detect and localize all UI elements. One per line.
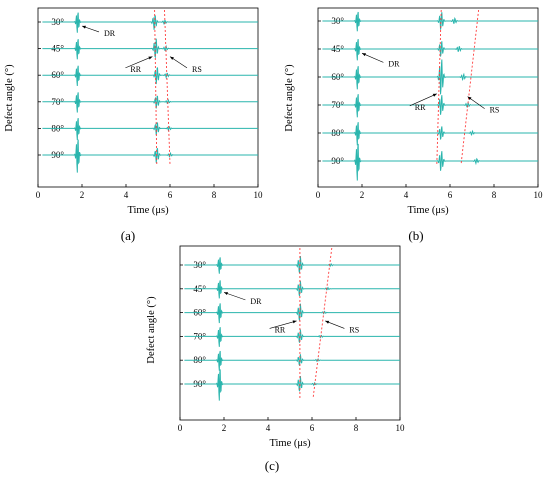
waveform-series bbox=[184, 280, 400, 299]
plot-frame bbox=[179, 245, 401, 421]
x-axis-title: Time (μs) bbox=[407, 205, 449, 216]
waveform-series bbox=[184, 350, 400, 371]
waveform-series bbox=[322, 143, 538, 181]
arrow-head bbox=[148, 56, 153, 60]
waveform-series bbox=[42, 12, 258, 33]
guide-line bbox=[460, 9, 480, 166]
arrow-head bbox=[362, 53, 366, 57]
panel-label: (a) bbox=[121, 228, 135, 243]
waveform-series bbox=[322, 11, 538, 32]
x-tick-label: 10 bbox=[396, 423, 406, 433]
annotation-label: RS bbox=[490, 106, 500, 115]
y-axis-title: Defect angle (°) bbox=[284, 64, 295, 132]
waveform-series bbox=[322, 94, 538, 118]
waveform-series bbox=[42, 38, 258, 60]
x-tick-label: 8 bbox=[212, 190, 217, 200]
annotation-label: RR bbox=[275, 325, 286, 334]
waveform-series bbox=[42, 65, 258, 86]
guide-line bbox=[436, 9, 442, 166]
x-tick-label: 4 bbox=[124, 190, 129, 200]
annotation-label: DR bbox=[250, 297, 262, 306]
x-axis-title: Time (μs) bbox=[269, 438, 311, 449]
waveform-series bbox=[184, 256, 400, 274]
x-tick-label: 0 bbox=[316, 190, 321, 200]
annotation-arrow bbox=[361, 52, 384, 63]
x-tick-label: 2 bbox=[222, 423, 227, 433]
arrow-head bbox=[170, 56, 174, 60]
y-axis-title: Defect angle (°) bbox=[146, 296, 157, 364]
waveform-series bbox=[42, 118, 258, 141]
arrow-head bbox=[467, 96, 472, 100]
arrow-head bbox=[432, 93, 437, 97]
x-tick-label: 10 bbox=[534, 190, 544, 200]
waveform-series bbox=[322, 122, 538, 146]
annotation-label: RS bbox=[192, 65, 202, 74]
waveform-series bbox=[322, 59, 538, 95]
annotation-arrow bbox=[269, 320, 297, 329]
x-tick-label: 0 bbox=[36, 190, 41, 200]
annotation-label: RS bbox=[349, 325, 359, 334]
guide-line bbox=[154, 9, 158, 166]
annotation-label: RR bbox=[415, 103, 426, 112]
y-axis-title: Defect angle (°) bbox=[4, 64, 15, 132]
x-tick-label: 2 bbox=[80, 190, 85, 200]
annotation-arrow bbox=[409, 93, 437, 107]
arrow-head bbox=[292, 320, 297, 324]
annotation-label: DR bbox=[388, 59, 400, 68]
x-tick-label: 8 bbox=[492, 190, 497, 200]
plot-frame bbox=[317, 7, 539, 188]
annotation-label: RR bbox=[130, 65, 141, 74]
arrow-head bbox=[82, 25, 86, 29]
arrow-head bbox=[325, 320, 330, 324]
annotation-arrow bbox=[125, 56, 153, 69]
x-tick-label: 6 bbox=[448, 190, 453, 200]
arrow-head bbox=[224, 292, 228, 296]
panel-label: (b) bbox=[408, 228, 423, 243]
x-tick-label: 4 bbox=[404, 190, 409, 200]
x-tick-label: 4 bbox=[266, 423, 271, 433]
waveform-series bbox=[42, 92, 258, 113]
annotation-arrow bbox=[223, 292, 246, 301]
guide-line bbox=[312, 247, 333, 399]
x-axis-title: Time (μs) bbox=[127, 205, 169, 216]
waveform-series bbox=[184, 327, 400, 347]
x-tick-label: 6 bbox=[168, 190, 173, 200]
annotation-label: DR bbox=[104, 29, 116, 38]
x-tick-label: 2 bbox=[360, 190, 365, 200]
x-tick-label: 10 bbox=[254, 190, 264, 200]
guide-line bbox=[164, 9, 171, 166]
waveform-series bbox=[184, 369, 400, 401]
x-tick-label: 6 bbox=[310, 423, 315, 433]
x-tick-label: 0 bbox=[178, 423, 183, 433]
plot-frame bbox=[37, 7, 259, 188]
panel-label: (c) bbox=[265, 458, 279, 473]
x-tick-label: 8 bbox=[354, 423, 359, 433]
waveform-series bbox=[184, 303, 400, 324]
waveform-series bbox=[42, 139, 258, 173]
waveform-series bbox=[322, 38, 538, 61]
